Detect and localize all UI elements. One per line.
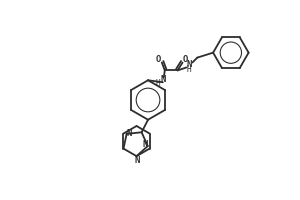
Text: N: N	[187, 60, 192, 69]
Text: O: O	[155, 55, 160, 64]
Text: O: O	[183, 55, 188, 64]
Text: N: N	[160, 75, 166, 84]
Text: H: H	[156, 79, 160, 88]
Text: H: H	[186, 65, 191, 74]
Text: N: N	[142, 140, 148, 149]
Text: N: N	[135, 156, 140, 165]
Text: N: N	[127, 129, 132, 138]
